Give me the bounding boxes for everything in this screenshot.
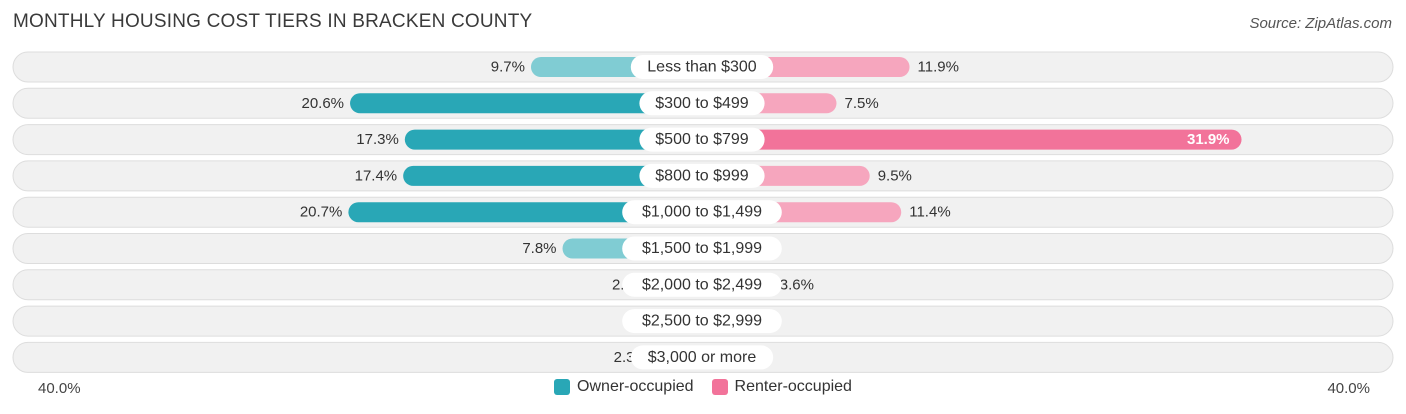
owner-value-label: 20.6% — [301, 95, 344, 112]
renter-bar — [702, 129, 1242, 150]
renter-value-label: 9.5% — [878, 167, 912, 184]
category-label-background — [630, 55, 774, 79]
renter-value-label: 11.4% — [909, 204, 950, 221]
legend: Owner-occupied Renter-occupied — [0, 378, 1406, 396]
owner-value-label: 20.7% — [300, 204, 343, 221]
category-label-background — [639, 163, 765, 188]
renter-value-label: 3.6% — [780, 276, 814, 293]
category-label: Less than $300 — [647, 59, 757, 76]
category-label: $3,000 or more — [648, 349, 757, 366]
legend-renter-label: Renter-occupied — [734, 378, 852, 395]
owner-value-label: 17.4% — [355, 167, 398, 184]
category-label: $2,000 to $2,499 — [642, 276, 762, 293]
owner-bar — [403, 165, 702, 186]
legend-owner-swatch — [554, 379, 571, 395]
category-label-background — [622, 272, 782, 297]
category-label: $500 to $799 — [655, 131, 749, 148]
category-label-background — [639, 91, 765, 116]
axis-left-label: 40.0% — [38, 380, 81, 397]
axis-right-label: 40.0% — [1327, 380, 1370, 397]
owner-bar — [350, 93, 702, 114]
owner-value-label: 9.7% — [491, 59, 525, 76]
chart-area: 9.7% 11.9% Less than $300 20.6% 7.5% $300 to … — [12, 51, 1394, 373]
legend-owner-label: Owner-occupied — [577, 378, 694, 395]
category-label: $1,000 to $1,499 — [642, 204, 762, 221]
legend-renter[interactable]: Renter-occupied — [711, 378, 852, 396]
category-label-background — [622, 236, 782, 261]
category-label-background — [639, 127, 765, 152]
owner-value-label: 7.8% — [522, 240, 556, 257]
category-label: $300 to $499 — [655, 95, 749, 112]
category-label-background — [622, 309, 782, 334]
renter-value-label: 31.9% — [1187, 131, 1230, 148]
renter-value-label: 11.9% — [918, 59, 959, 76]
category-label: $1,500 to $1,999 — [642, 240, 762, 257]
chart-title: MONTHLY HOUSING COST TIERS IN BRACKEN CO… — [13, 11, 533, 32]
category-label-background — [622, 200, 782, 225]
owner-bar — [348, 202, 702, 223]
source-label: Source: ZipAtlas.com — [1249, 15, 1392, 32]
category-label: $800 to $999 — [655, 167, 749, 184]
legend-owner[interactable]: Owner-occupied — [554, 378, 694, 396]
renter-value-label: 7.5% — [845, 95, 879, 112]
owner-bar — [404, 129, 702, 150]
legend-renter-swatch — [711, 379, 728, 395]
category-label-background — [630, 345, 774, 370]
category-label: $2,500 to $2,999 — [642, 313, 762, 330]
owner-value-label: 17.3% — [356, 131, 399, 148]
